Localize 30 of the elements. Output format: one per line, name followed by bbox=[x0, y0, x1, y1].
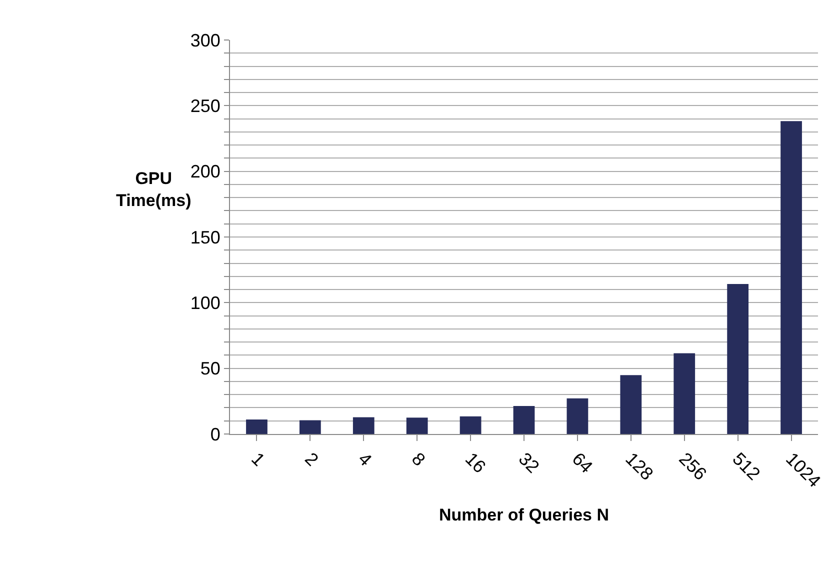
x-tick-label: 256 bbox=[675, 448, 711, 484]
x-tick-label: 1 bbox=[248, 448, 269, 470]
x-tick-label: 16 bbox=[461, 448, 490, 477]
y-tick-label: 300 bbox=[190, 30, 220, 50]
x-axis-title: Number of Queries N bbox=[438, 506, 610, 525]
bar bbox=[352, 417, 374, 434]
bar bbox=[566, 398, 588, 434]
bar bbox=[780, 121, 802, 434]
bar bbox=[246, 420, 268, 434]
x-tick-label: 32 bbox=[514, 448, 544, 477]
x-tick-label: 512 bbox=[728, 448, 764, 484]
x-tick-label: 2 bbox=[300, 448, 322, 470]
y-tick-label: 100 bbox=[190, 292, 220, 313]
x-tick-label: 8 bbox=[408, 448, 430, 470]
x-tick-label: 128 bbox=[622, 448, 658, 484]
bar bbox=[299, 420, 321, 434]
bar bbox=[460, 416, 482, 434]
x-tick-label: 64 bbox=[568, 448, 597, 477]
bar bbox=[674, 353, 696, 434]
bar bbox=[406, 418, 428, 434]
y-tick-label: 250 bbox=[190, 96, 220, 116]
bar bbox=[727, 284, 749, 434]
y-tick-label: 50 bbox=[200, 358, 220, 379]
y-tick-label: 150 bbox=[190, 227, 220, 248]
y-tick-label: 0 bbox=[210, 424, 220, 444]
bar bbox=[513, 406, 535, 434]
y-axis-title: GPU Time(ms) bbox=[116, 169, 192, 210]
y-tick-label: 200 bbox=[190, 162, 220, 182]
bar bbox=[620, 375, 642, 434]
x-tick-label: 4 bbox=[354, 448, 376, 470]
